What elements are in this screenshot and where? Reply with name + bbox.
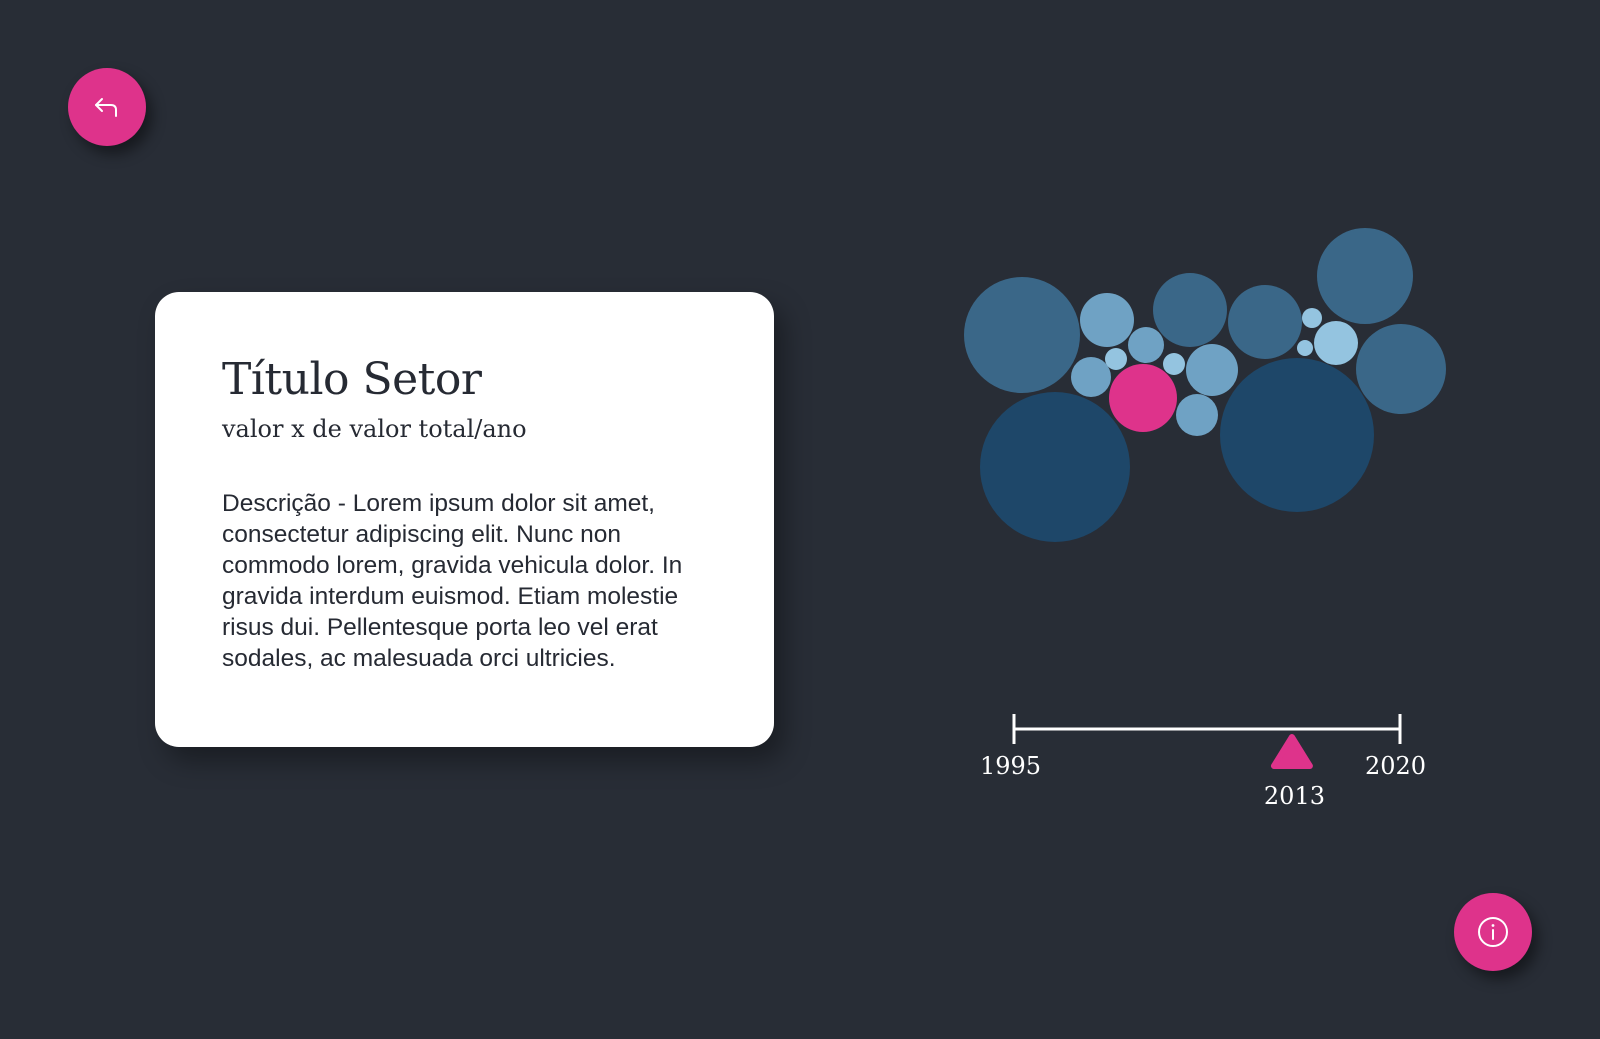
bubble[interactable]: [1080, 293, 1134, 347]
bubble[interactable]: [1105, 348, 1127, 370]
info-icon: [1475, 914, 1511, 950]
bubble[interactable]: [1228, 285, 1302, 359]
bubble[interactable]: [1356, 324, 1446, 414]
timeline-handle[interactable]: [1270, 734, 1313, 769]
bubble[interactable]: [1220, 358, 1374, 512]
bubble[interactable]: [1314, 321, 1358, 365]
bubble-selected[interactable]: [1109, 364, 1177, 432]
bubble[interactable]: [1071, 357, 1111, 397]
sector-subtitle: valor x de valor total/ano: [222, 415, 527, 443]
bubble[interactable]: [1297, 340, 1313, 356]
bubble[interactable]: [980, 392, 1130, 542]
bubble[interactable]: [1302, 308, 1322, 328]
bubble[interactable]: [1317, 228, 1413, 324]
sector-description: Descrição - Lorem ipsum dolor sit amet, …: [222, 490, 683, 672]
sector-info-card: Título Setor valor x de valor total/ano …: [155, 292, 774, 747]
timeline-start-label: 1995: [980, 752, 1042, 780]
back-button[interactable]: [68, 68, 146, 146]
bubble[interactable]: [1128, 327, 1164, 363]
info-button[interactable]: [1454, 893, 1532, 971]
back-arrow-icon: [91, 91, 123, 123]
bubble[interactable]: [1153, 273, 1227, 347]
bubble[interactable]: [1176, 394, 1218, 436]
bubble[interactable]: [1163, 353, 1185, 375]
timeline-end-label: 2020: [1365, 752, 1427, 780]
sector-title: Título Setor: [222, 354, 482, 405]
bubble[interactable]: [964, 277, 1080, 393]
timeline-current-label: 2013: [1263, 782, 1325, 810]
bubble[interactable]: [1186, 344, 1238, 396]
